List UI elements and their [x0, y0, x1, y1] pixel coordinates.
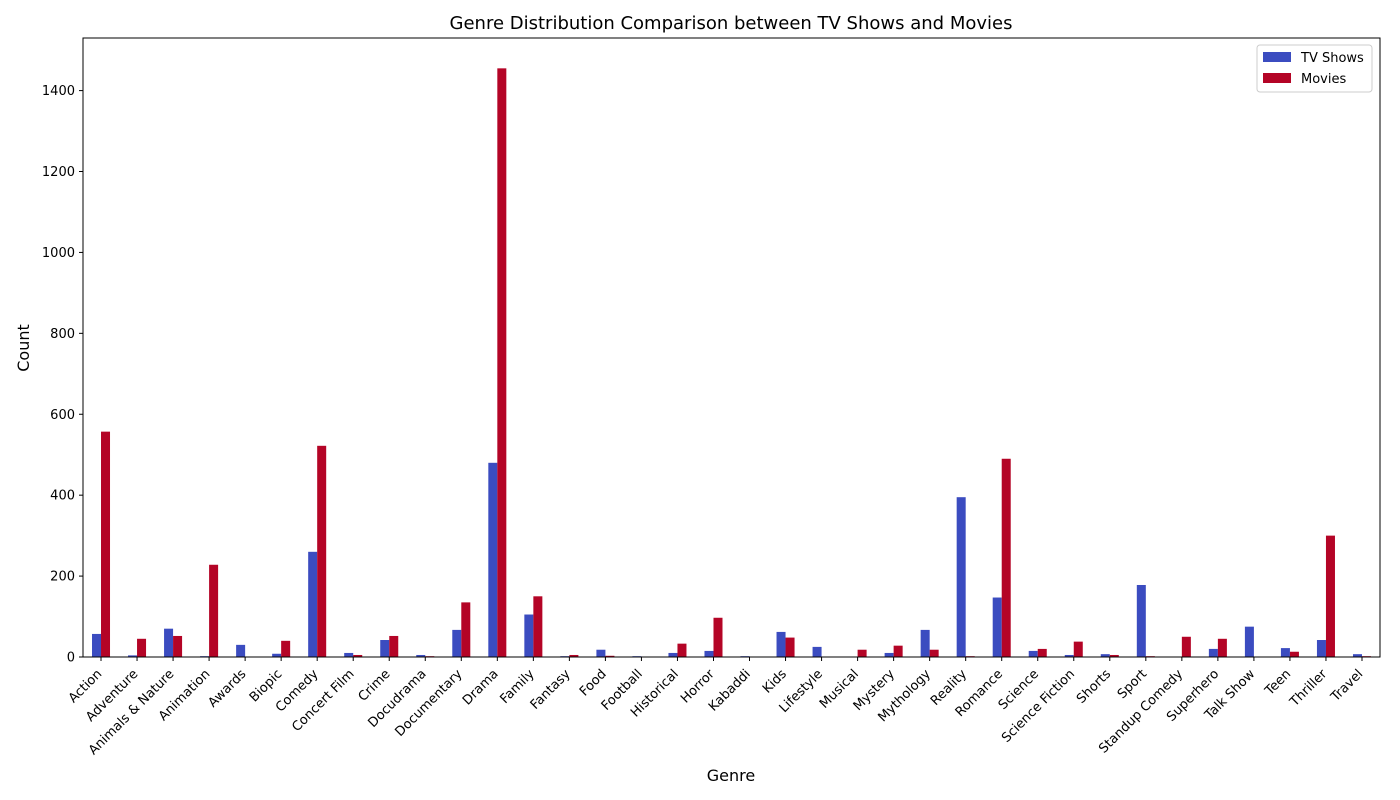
legend-swatch-movies [1263, 73, 1291, 83]
bar-tv-shows-awards [236, 644, 246, 657]
bar-tv-shows-kids [776, 631, 786, 657]
y-tick-label: 400 [50, 489, 75, 504]
bar-movies-crime [389, 635, 399, 657]
bar-tv-shows-documentary [452, 629, 462, 657]
bar-movies-action [101, 431, 111, 657]
bar-tv-shows-shorts [1100, 654, 1110, 657]
bar-tv-shows-lifestyle [812, 646, 822, 657]
bar-tv-shows-crime [380, 640, 390, 657]
bar-movies-biopic [281, 640, 291, 657]
bar-tv-shows-romance [992, 597, 1002, 657]
chart-title: Genre Distribution Comparison between TV… [450, 13, 1013, 34]
bar-tv-shows-mythology [920, 629, 930, 657]
y-tick-label: 200 [50, 570, 75, 585]
bar-tv-shows-mystery [884, 652, 894, 657]
bar-tv-shows-adventure [128, 655, 138, 657]
bar-movies-historical [677, 643, 687, 657]
bar-tv-shows-comedy [308, 551, 318, 657]
bar-movies-science-fiction [1073, 641, 1083, 657]
bar-movies-standup-comedy [1181, 636, 1191, 657]
bar-movies-shorts [1109, 654, 1119, 657]
bar-movies-romance [1001, 458, 1011, 657]
bar-movies-thriller [1325, 535, 1335, 657]
bar-movies-concert-film [353, 654, 363, 657]
x-axis-label: Genre [707, 766, 755, 785]
bar-movies-food [605, 655, 615, 657]
bar-tv-shows-science-fiction [1064, 654, 1074, 657]
bar-movies-animals-and-nature [173, 635, 183, 657]
bars [92, 68, 1371, 658]
bar-tv-shows-food [596, 649, 606, 657]
bar-movies-animation [209, 564, 219, 657]
y-tick-label: 1200 [42, 165, 75, 180]
bar-tv-shows-animals-and-nature [164, 628, 174, 657]
bar-movies-adventure [137, 638, 147, 657]
y-tick-label: 1000 [42, 246, 75, 261]
bar-tv-shows-biopic [272, 653, 282, 657]
bar-tv-shows-concert-film [344, 652, 354, 657]
bar-tv-shows-thriller [1316, 640, 1326, 657]
bar-tv-shows-travel [1352, 654, 1362, 657]
bar-tv-shows-talk-show [1244, 626, 1254, 657]
bar-movies-comedy [317, 445, 327, 657]
bar-movies-science [1037, 648, 1047, 657]
bar-movies-fantasy [569, 654, 579, 657]
bar-movies-superhero [1217, 638, 1227, 657]
bar-tv-shows-historical [668, 652, 678, 657]
y-tick-label: 0 [67, 651, 75, 666]
y-tick-label: 800 [50, 327, 75, 342]
bar-movies-mystery [893, 645, 903, 657]
bar-tv-shows-horror [704, 650, 714, 657]
y-tick-label: 1400 [42, 84, 75, 99]
bar-tv-shows-teen [1280, 648, 1290, 657]
y-tick-label: 600 [50, 408, 75, 423]
bar-movies-family [533, 596, 543, 657]
y-axis-label: Count [14, 324, 33, 372]
y-axis: 0 200 400 600 800 1000 1200 1400 [42, 84, 83, 666]
bar-tv-shows-docudrama [416, 654, 426, 657]
bar-movies-teen [1289, 651, 1299, 657]
bar-tv-shows-science [1028, 650, 1038, 657]
bar-movies-kids [785, 637, 795, 657]
bar-tv-shows-action [92, 633, 102, 657]
bar-movies-mythology [929, 649, 939, 657]
legend-swatch-tv-shows [1263, 52, 1291, 62]
bar-tv-shows-family [524, 614, 534, 657]
bar-tv-shows-drama [488, 462, 498, 657]
bar-tv-shows-reality [956, 497, 966, 657]
bar-tv-shows-sport [1136, 584, 1146, 657]
legend-label-tv-shows: TV Shows [1300, 51, 1364, 66]
bar-movies-horror [713, 617, 723, 657]
bar-movies-documentary [461, 602, 471, 657]
legend-label-movies: Movies [1301, 72, 1346, 87]
bar-tv-shows-superhero [1208, 648, 1218, 657]
legend: TV Shows Movies [1256, 44, 1373, 93]
plot-frame [82, 37, 1381, 658]
bar-movies-musical [857, 649, 867, 657]
bar-movies-drama [497, 68, 507, 658]
